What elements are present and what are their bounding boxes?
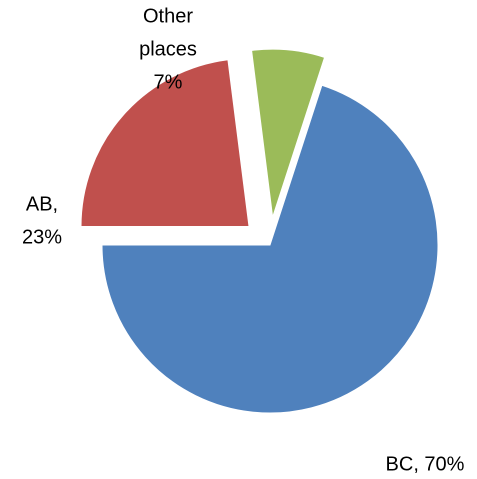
data-label: places — [139, 38, 197, 60]
pie-slice — [251, 48, 326, 218]
data-label: Other — [143, 5, 193, 27]
data-label: AB, — [26, 193, 58, 215]
pie-slice — [101, 84, 439, 414]
data-label: BC, 70% — [386, 453, 465, 475]
data-label: 23% — [22, 226, 62, 248]
pie-slice — [80, 59, 250, 227]
data-label: 7% — [154, 71, 183, 93]
